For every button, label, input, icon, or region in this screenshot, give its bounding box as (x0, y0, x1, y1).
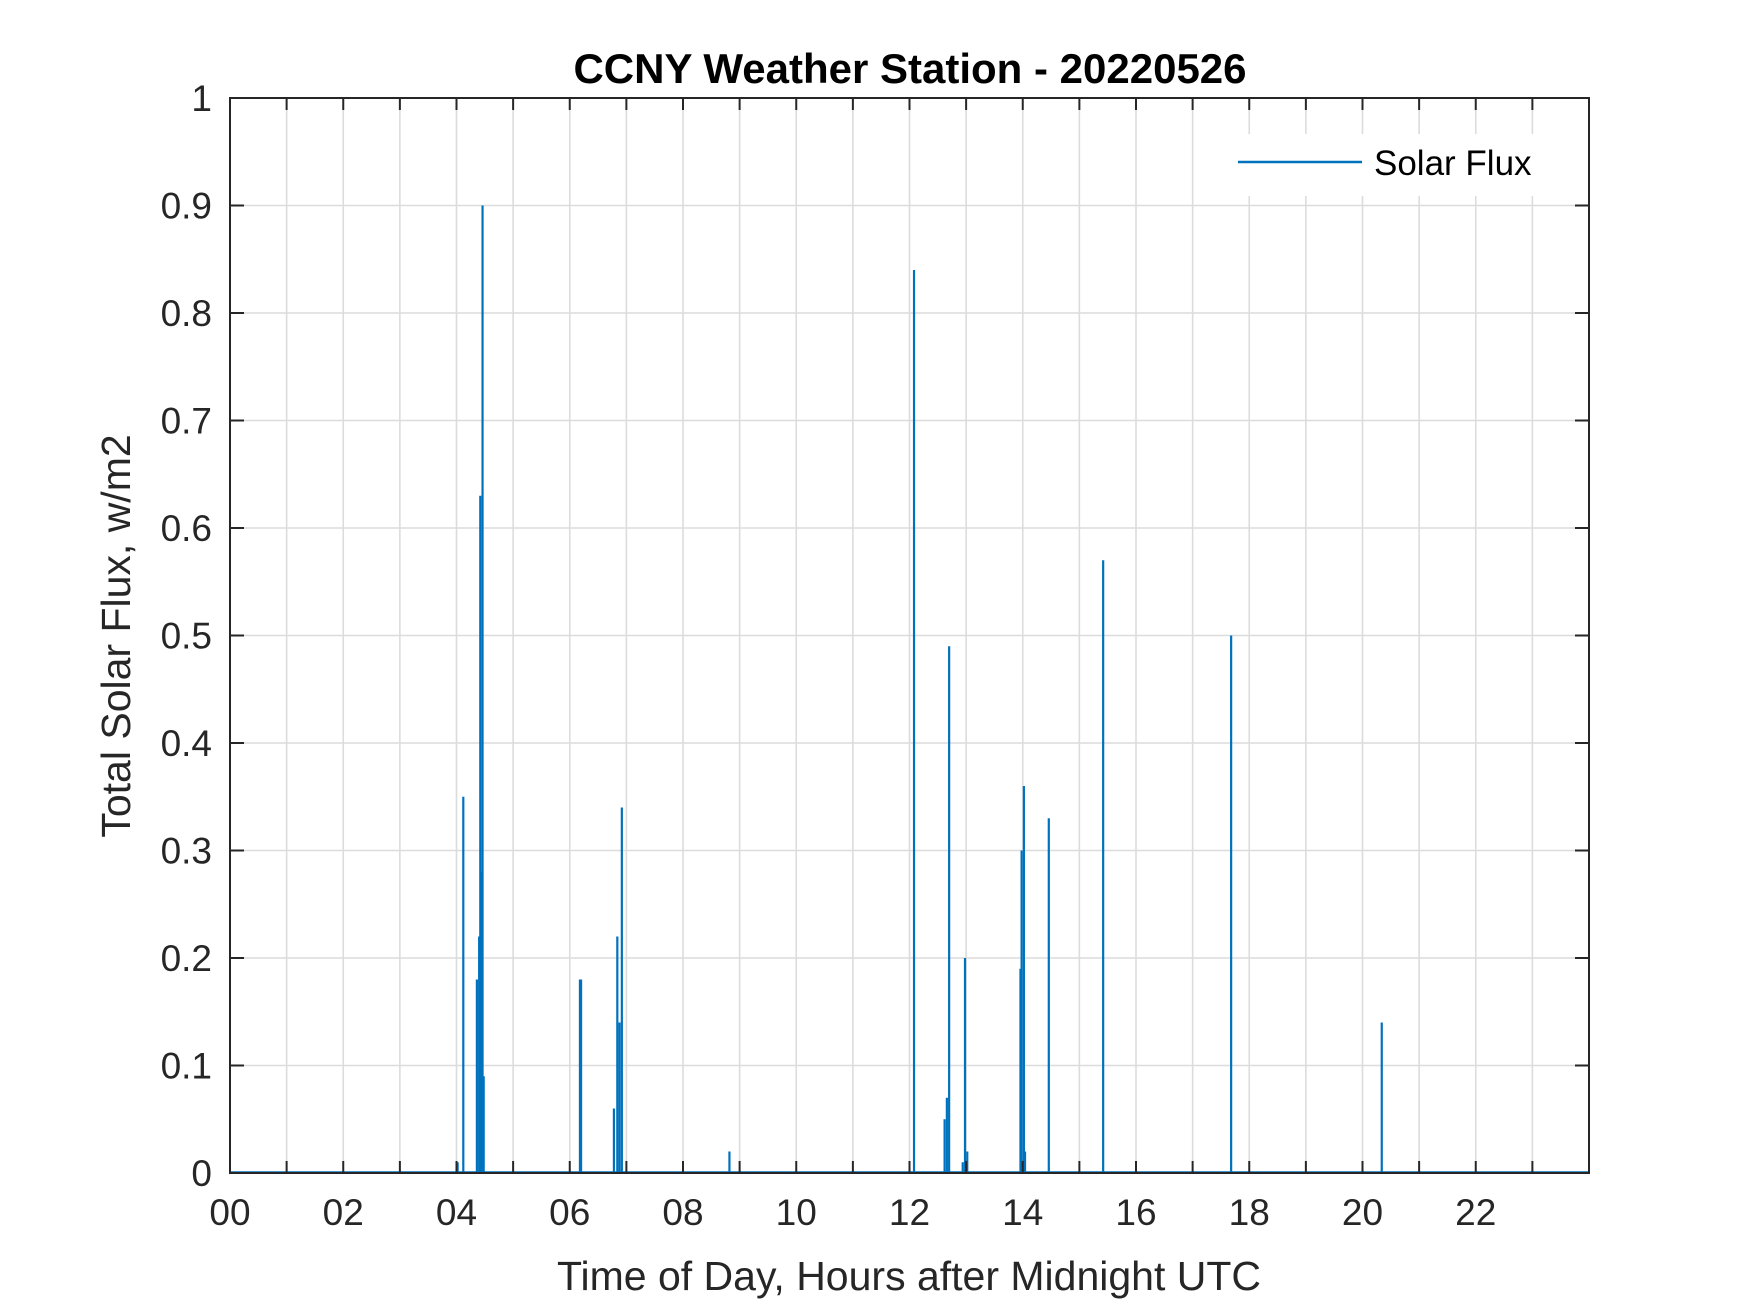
x-tick-label: 20 (1342, 1192, 1383, 1233)
x-axis-label: Time of Day, Hours after Midnight UTC (557, 1253, 1261, 1299)
x-tick-label: 12 (889, 1192, 930, 1233)
y-tick-label: 0.9 (161, 186, 212, 227)
y-tick-label: 0.2 (161, 938, 212, 979)
x-tick-label: 08 (662, 1192, 703, 1233)
x-tick-label: 10 (776, 1192, 817, 1233)
chart-title: CCNY Weather Station - 20220526 (573, 45, 1246, 92)
y-tick-label: 1 (191, 78, 212, 119)
y-tick-label: 0.5 (161, 616, 212, 657)
legend-box (1228, 134, 1576, 196)
y-tick-label: 0.8 (161, 293, 212, 334)
x-tick-label: 02 (323, 1192, 364, 1233)
x-tick-label: 14 (1002, 1192, 1043, 1233)
y-tick-label: 0.1 (161, 1046, 212, 1087)
x-tick-labels: 00 02 04 06 08 10 12 14 16 18 20 22 (209, 1192, 1496, 1233)
y-axis-label: Total Solar Flux, w/m2 (93, 434, 139, 837)
x-tick-label: 04 (436, 1192, 477, 1233)
legend-label-solar-flux: Solar Flux (1374, 144, 1532, 183)
grid (230, 98, 1589, 1173)
y-tick-label: 0 (191, 1153, 212, 1194)
x-tick-label: 06 (549, 1192, 590, 1233)
axis-ticks (229, 97, 1589, 1174)
x-tick-label: 18 (1229, 1192, 1270, 1233)
y-tick-labels: 0 0.1 0.2 0.3 0.4 0.5 0.6 0.7 0.8 0.9 1 (161, 78, 212, 1194)
y-tick-label: 0.7 (161, 401, 212, 442)
legend: Solar Flux (1228, 134, 1576, 196)
x-tick-label: 16 (1115, 1192, 1156, 1233)
x-tick-label: 22 (1455, 1192, 1496, 1233)
y-tick-label: 0.4 (161, 723, 212, 764)
y-tick-label: 0.6 (161, 508, 212, 549)
x-tick-label: 00 (209, 1192, 250, 1233)
y-tick-label: 0.3 (161, 831, 212, 872)
